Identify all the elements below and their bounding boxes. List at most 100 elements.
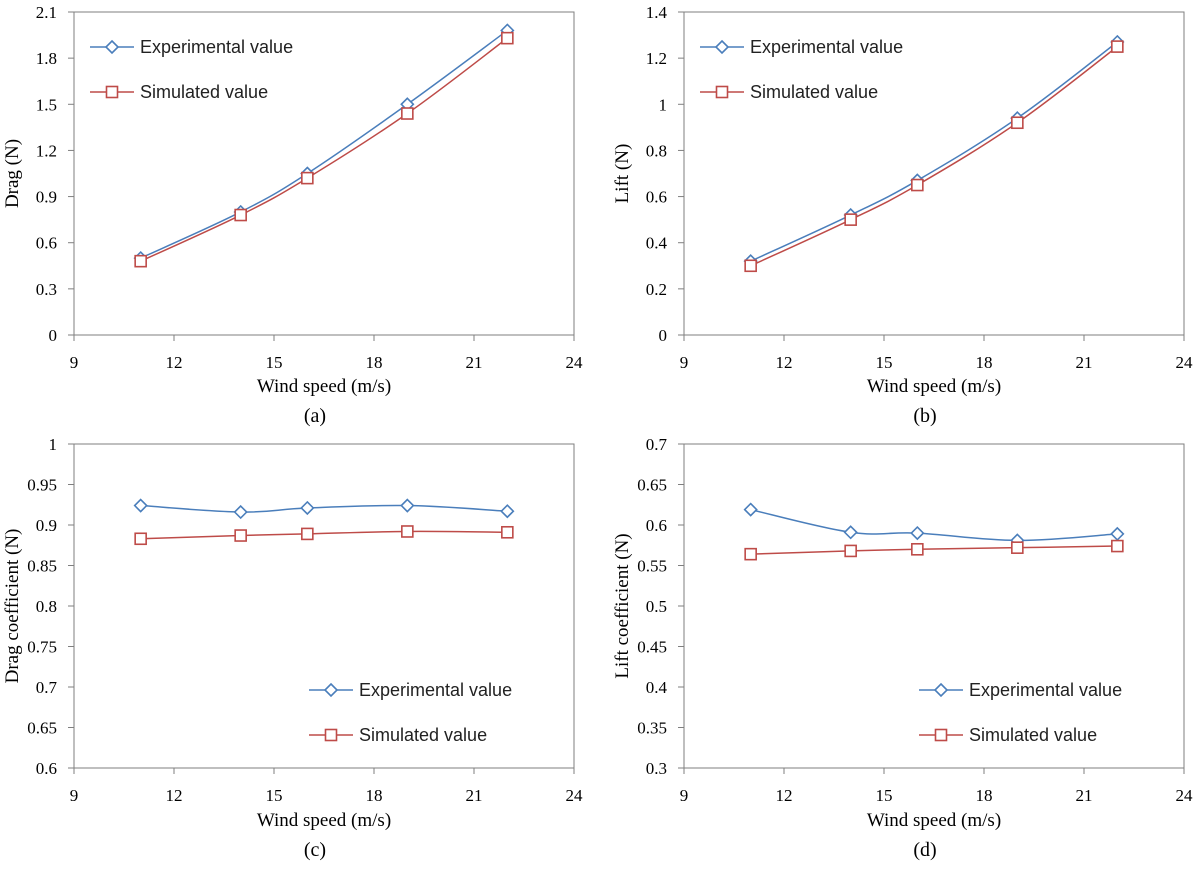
data-point-simulated: [134, 254, 147, 268]
y-tick-label: 1: [659, 95, 668, 114]
data-point-simulated: [401, 525, 414, 538]
y-tick-label: 0.8: [646, 141, 667, 160]
data-point-experimental: [500, 504, 515, 519]
x-tick-label: 12: [166, 786, 183, 805]
x-axis-label: Wind speed (m/s): [257, 810, 391, 831]
x-tick-label: 15: [266, 353, 283, 372]
legend-label: Experimental value: [750, 37, 903, 57]
series-line-simulated: [750, 46, 1118, 267]
y-tick-label: 0: [49, 326, 58, 345]
data-point-experimental: [400, 498, 415, 513]
y-tick-label: 0.45: [637, 638, 667, 657]
data-point-simulated: [301, 171, 314, 185]
series-line-experimental: [140, 504, 508, 513]
plot-area-frame: [73, 443, 575, 769]
y-axis-label: Lift (N): [612, 144, 633, 204]
y-tick-label: 1.5: [36, 95, 57, 114]
series-line-simulated: [140, 530, 508, 540]
x-tick-label: 12: [776, 353, 793, 372]
x-tick-label: 18: [366, 353, 383, 372]
y-tick-label: 0.6: [36, 759, 57, 778]
data-point-simulated: [501, 525, 514, 539]
x-tick-label: 15: [266, 786, 283, 805]
y-tick-label: 0.95: [27, 476, 57, 495]
legend-marker-experimental: [323, 682, 339, 698]
y-tick-label: 0.4: [646, 234, 668, 253]
data-point-simulated: [301, 527, 314, 541]
data-point-simulated: [234, 208, 247, 222]
y-tick-label: 0: [659, 326, 668, 345]
y-tick-label: 0.35: [637, 719, 667, 738]
y-tick-label: 0.55: [637, 557, 667, 576]
y-tick-label: 0.7: [36, 678, 58, 697]
y-tick-label: 0.9: [36, 188, 57, 207]
x-tick-label: 15: [876, 353, 893, 372]
x-tick-label: 21: [466, 786, 483, 805]
y-tick-label: 1.4: [646, 3, 668, 22]
plot-area-frame: [73, 11, 575, 336]
legend-marker-simulated: [715, 85, 729, 99]
legend-marker-simulated: [324, 728, 338, 742]
x-tick-label: 21: [1076, 353, 1093, 372]
y-tick-label: 0.6: [36, 234, 57, 253]
y-tick-label: 1.8: [36, 49, 57, 68]
chart-panel-b: 0 0.2 0.4 0.6 0.8 1 1.2 1.4 9 12 15 18 21 24 Wind spee…: [612, 3, 1193, 427]
y-tick-label: 0.8: [36, 597, 57, 616]
x-axis-label: Wind speed (m/s): [867, 810, 1001, 831]
y-tick-label: 0.4: [646, 678, 668, 697]
x-tick-label: 9: [680, 353, 689, 372]
data-point-simulated: [134, 532, 147, 546]
panel-label: (d): [913, 839, 936, 861]
chart-panel-a: 0 0.3 0.6 0.9 1.2 1.5 1.8 2.1 9 12 15 18 21 24 Wind sp…: [2, 3, 583, 427]
y-tick-label: 0.65: [27, 719, 57, 738]
data-point-simulated: [401, 107, 414, 120]
y-axis-label: Drag (N): [2, 139, 23, 208]
plot-area-frame: [683, 11, 1185, 336]
legend-label: Experimental value: [359, 680, 512, 700]
legend-marker-experimental: [714, 39, 730, 55]
legend-label: Simulated value: [359, 725, 487, 745]
series-line-experimental: [750, 508, 1118, 542]
y-tick-label: 0.9: [36, 516, 57, 535]
legend-label: Simulated value: [969, 725, 1097, 745]
y-axis-label: Drag coefficient (N): [2, 529, 23, 684]
data-point-experimental: [1110, 526, 1125, 542]
x-axis-label: Wind speed (m/s): [257, 376, 391, 397]
data-point-simulated: [1011, 541, 1024, 554]
chart-panel-c: 0.6 0.65 0.7 0.75 0.8 0.85 0.9 0.95 1 9 12 15 18 21 24…: [2, 435, 583, 861]
chart-panel-d: 0.3 0.35 0.4 0.45 0.5 0.55 0.6 0.65 0.7 9 12 15 18 21…: [612, 435, 1193, 861]
y-tick-label: 1: [49, 435, 58, 454]
data-point-simulated: [501, 31, 514, 45]
data-point-experimental: [910, 525, 925, 541]
x-tick-label: 18: [366, 786, 383, 805]
series-line-simulated: [750, 545, 1118, 555]
legend-marker-simulated: [934, 728, 948, 742]
legend-marker-experimental: [104, 39, 120, 55]
y-tick-label: 0.5: [646, 597, 667, 616]
y-tick-label: 1.2: [646, 49, 667, 68]
panel-label: (a): [304, 405, 326, 427]
x-tick-label: 24: [566, 786, 584, 805]
legend-label: Experimental value: [969, 680, 1122, 700]
y-tick-label: 0.6: [646, 516, 667, 535]
series-line-experimental: [750, 41, 1118, 262]
data-point-simulated: [1011, 116, 1024, 130]
y-tick-label: 0.3: [646, 759, 667, 778]
y-tick-label: 0.2: [646, 280, 667, 299]
y-tick-label: 2.1: [36, 3, 57, 22]
x-tick-label: 18: [976, 786, 993, 805]
x-tick-label: 18: [976, 353, 993, 372]
y-tick-label: 0.3: [36, 280, 57, 299]
x-tick-label: 21: [1076, 786, 1093, 805]
legend-label: Experimental value: [140, 37, 293, 57]
x-tick-label: 24: [1176, 353, 1194, 372]
data-point-simulated: [911, 542, 924, 556]
plot-area-frame: [683, 443, 1185, 769]
panel-label: (c): [304, 839, 326, 861]
legend-marker-simulated: [105, 85, 119, 99]
data-point-experimental: [843, 525, 858, 540]
data-point-simulated: [744, 259, 757, 273]
data-point-simulated: [744, 547, 757, 561]
x-tick-label: 9: [70, 353, 79, 372]
x-tick-label: 9: [70, 786, 79, 805]
